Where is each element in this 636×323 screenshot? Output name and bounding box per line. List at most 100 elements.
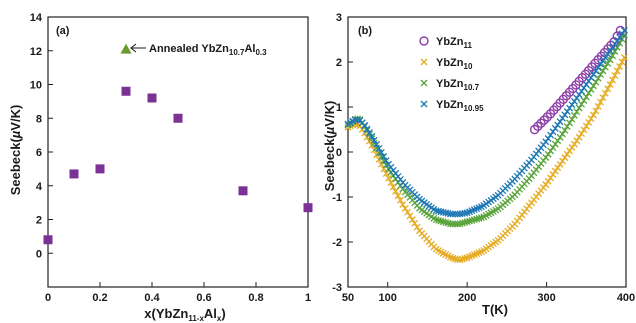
panel-b-series2-point-98 [578,100,585,108]
panel-b-ytick-label: 1 [336,102,342,114]
panel-b-series3-point-115 [618,30,626,38]
panel-b-ytick-label: -3 [332,282,342,294]
panel-b-series3-point-87-stroke-2 [551,124,559,132]
panel-b-series3-point-104 [592,67,600,75]
panel-b-series3-point-94 [568,101,576,109]
panel-a-xtick-label: 0.6 [196,292,211,304]
panel-a-xtick-label: 0.4 [144,292,160,304]
panel-b-series2-point-48 [458,219,466,227]
panel-b-series3-point-103-stroke-2 [589,70,597,78]
panel-b-series1-point-113-stroke-2 [613,67,621,75]
panel-b-series1-point-16 [382,170,390,178]
panel-b-series2-point-104-stroke-2 [592,78,600,86]
legend-marker-2 [420,79,428,87]
panel-b-series3-point-113-stroke-2 [613,37,621,45]
panel-b-series3-point-112-stroke-2 [611,40,619,48]
panel-a-ytick-label: 12 [30,46,42,58]
panel-b-series1-point-87-stroke-2 [551,167,559,175]
panel-b-series2-point-47-stroke-2 [456,220,464,228]
panel-b-series3-point-102 [587,74,595,82]
panel-a-series0-point-4 [147,93,157,103]
panel-b-series1-point-115-stroke-2 [618,58,626,66]
panel-a-xtick-label: 0.8 [248,292,263,304]
panel-b-series2-point-107 [599,67,607,75]
panel-b-series2-point-96 [573,108,581,116]
panel-b-series3-point-109-stroke-2 [604,50,612,58]
panel-b-series1-point-110 [606,81,614,88]
panel-b-series0-point-2 [536,118,546,128]
panel-b-series3-point-101-stroke-2 [585,77,593,85]
panel-b-series3-point-100 [582,81,590,88]
panel-b-series1-point-96-stroke-2 [573,137,581,145]
panel-a: (a) Seebeck(µV/K) x(YbZn11-xAlx) Anneale… [8,12,313,323]
panel-b-series3-point-12-stroke-2 [373,140,381,148]
panel-b-series2-point-87-stroke-2 [551,140,559,148]
panel-b-series1-point-110-stroke-2 [606,81,614,88]
panel-b-series3-point-110-stroke-2 [606,47,614,55]
panel-b-series3-point-103 [589,70,597,78]
legend-marker-0 [419,36,429,46]
panel-b-series1-point-96 [573,137,581,145]
panel-b-series2-point-52 [468,216,476,224]
panel-b-series3-point-11 [370,136,378,144]
panel-b-series1-point-116-stroke-2 [620,54,628,61]
panel-b-series3-point-96 [573,94,581,102]
panel-b-series1-point-99-stroke-2 [580,126,588,134]
panel-b-series1-point-98 [578,130,585,138]
panel-b-xlabel: T(K) [482,302,508,317]
panel-b-series1-point-107-stroke-2 [599,94,607,102]
panel-b-series3-point-111-stroke-2 [609,43,616,51]
panel-b-series3-point-93 [566,104,574,112]
panel-b-series3-point-9-stroke-2 [365,129,373,137]
panel-a-xtick-label: 1 [305,292,311,304]
panel-b-series1-point-48-stroke-2 [458,255,466,263]
panel-b-series1-point-104-stroke-2 [592,107,600,115]
panel-b-series1-point-101 [585,118,593,126]
panel-b-series3-point-104-stroke-2 [592,67,600,75]
panel-b-series2-point-51 [466,217,473,225]
panel-b-series1-point-85 [547,174,555,182]
panel-b-series3-point-9 [365,129,373,137]
panel-b-series2-point-55-stroke-2 [475,214,483,222]
panel-b-xtick-label: 100 [379,292,397,304]
panel-b-series1-point-97-stroke-2 [575,133,583,141]
panel-b-series2-point-50-stroke-2 [463,218,471,226]
panel-b-series2-point-108 [601,63,609,71]
panel-b-series2-point-96-stroke-2 [573,108,581,116]
panel-b-series3-point-98 [578,87,585,95]
panel-b-series3-point-108-stroke-2 [601,54,609,61]
panel-b-series1-point-39-stroke-2 [437,248,445,256]
panel-b-ytick-label: -1 [332,192,342,204]
panel-b-series1-point-27 [408,216,416,224]
panel-b-series2-point-110-stroke-2 [606,56,614,64]
panel-b-series3-point-107 [599,57,607,65]
panel-b-series1-point-88 [554,164,562,172]
panel-b-series2-point-86 [549,144,557,151]
panel-b-series1-point-100 [582,122,590,130]
panel-b-series2-point-53 [470,216,478,224]
panel-b-series3-point-110 [606,47,614,55]
panel-b-series1-point-90-stroke-2 [558,157,566,165]
panel-b-series2-point-49-stroke-2 [461,218,469,226]
panel-b-series3-point-97-stroke-2 [575,91,583,99]
panel-b-series2-point-55 [475,214,483,222]
panel-b-series1-point-114 [616,63,624,70]
panel-b-series3-point-48-stroke-2 [458,210,466,218]
panel-b-series3-point-116-stroke-2 [620,27,628,34]
panel-b-series2-point-101 [585,89,593,97]
panel-b-series3-point-47-stroke-2 [456,210,464,218]
panel-b-series2-point-40 [439,218,447,226]
panel-b-series2-point-45-stroke-2 [451,220,459,228]
panel-b-series1-point-46-stroke-2 [454,256,462,264]
panel-b-series2-point-100-stroke-2 [582,93,590,101]
panel-b-series1-point-48 [458,255,466,263]
panel-b-series1-point-21 [394,192,402,200]
panel-b-series1-point-103 [589,111,597,119]
panel-b-series2-point-54-stroke-2 [473,215,481,223]
legend-label-1: YbZn10 [436,57,473,71]
panel-b-series2-point-38-stroke-2 [435,216,443,224]
panel-b-series3-point-91-stroke-2 [561,111,569,119]
panel-b-series3-point-15-stroke-2 [380,153,388,160]
panel-b-series1-point-86 [549,171,557,178]
panel-b-series3-point-85-stroke-2 [547,131,555,139]
